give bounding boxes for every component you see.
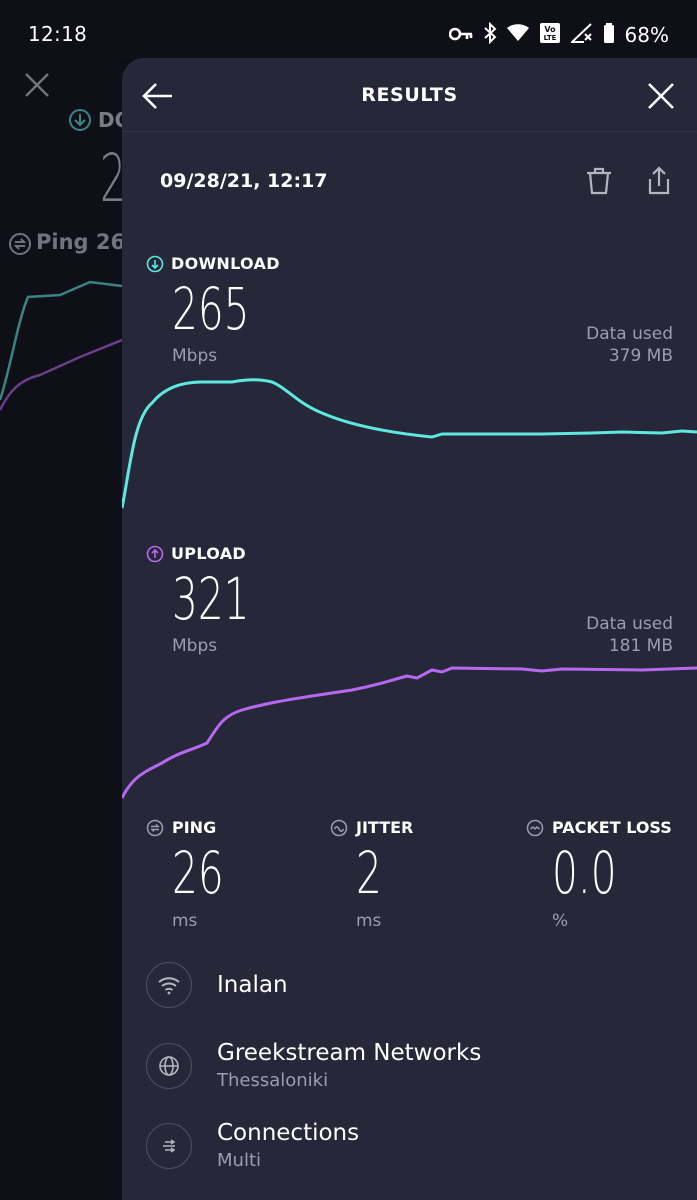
connections-icon — [163, 1138, 176, 1153]
trash-icon — [587, 167, 611, 195]
volte-icon: Vo LTE — [539, 22, 561, 48]
results-header: RESULTS — [122, 58, 697, 132]
upload-value: 321 — [172, 565, 250, 633]
upload-data-used-value: 181 MB — [608, 636, 673, 656]
upload-graph-line — [122, 666, 697, 799]
signal-off-icon — [569, 23, 593, 47]
ping-icon — [146, 819, 164, 836]
download-data-used: Data used 379 MB — [586, 323, 673, 367]
ping-label: PING — [146, 818, 216, 837]
wifi-network-name: Inalan — [217, 972, 288, 998]
close-button[interactable] — [643, 78, 679, 114]
globe-icon — [159, 1055, 179, 1076]
upload-graph — [122, 666, 697, 799]
download-label-text: DOWNLOAD — [171, 254, 280, 273]
download-unit: Mbps — [172, 346, 218, 366]
jitter-value: 2 — [356, 839, 382, 907]
packet-loss-value: 0.0 — [552, 839, 617, 907]
connections-row: Connections Multi — [146, 1120, 359, 1171]
server-location: Thessaloniki — [217, 1070, 329, 1091]
download-arrow-icon — [68, 108, 92, 136]
globe-circle — [146, 1042, 192, 1089]
download-label: DOWNLOAD — [146, 254, 280, 273]
bg-download-value: 2 — [100, 140, 122, 217]
arrow-left-icon — [142, 83, 172, 109]
bg-download-label: DO — [98, 108, 122, 132]
bluetooth-icon — [483, 21, 497, 48]
svg-text:Vo: Vo — [544, 25, 556, 34]
vpn-key-icon — [448, 26, 473, 45]
connections-label: Connections — [217, 1120, 360, 1146]
upload-label-text: UPLOAD — [171, 544, 246, 563]
jitter-icon — [330, 819, 348, 836]
upload-label: UPLOAD — [146, 544, 246, 563]
server-name: Greekstream Networks — [217, 1040, 482, 1066]
ping-value: 26 — [172, 839, 224, 907]
back-button[interactable] — [140, 78, 180, 114]
share-button[interactable] — [644, 164, 674, 198]
wifi-icon — [506, 24, 529, 46]
connections-value: Multi — [217, 1150, 261, 1171]
jitter-unit: ms — [356, 911, 382, 931]
ping-icon — [8, 232, 32, 260]
download-graph-line — [122, 378, 697, 509]
result-date: 09/28/21, 12:17 — [160, 170, 328, 192]
status-bar: 12:18 Vo LTE 68% — [0, 0, 697, 60]
packet-loss-unit: % — [552, 911, 569, 931]
packet-loss-label-text: PACKET LOSS — [552, 818, 672, 837]
share-icon — [648, 166, 670, 195]
status-icons: Vo LTE 68% — [448, 21, 669, 48]
upload-unit: Mbps — [172, 636, 218, 656]
packet-loss-label: PACKET LOSS — [526, 818, 672, 837]
wifi-circle — [146, 962, 192, 1008]
svg-text:LTE: LTE — [543, 34, 556, 42]
connections-circle — [146, 1122, 192, 1169]
battery-icon — [603, 23, 615, 47]
upload-data-used: Data used 181 MB — [586, 613, 673, 657]
download-arrow-icon — [146, 255, 164, 272]
jitter-label-text: JITTER — [356, 818, 414, 837]
close-icon — [24, 72, 50, 102]
upload-arrow-icon — [146, 545, 164, 562]
download-data-used-value: 379 MB — [608, 346, 673, 366]
jitter-label: JITTER — [330, 818, 413, 837]
ping-label-text: PING — [172, 818, 217, 837]
close-icon — [648, 83, 674, 109]
status-time: 12:18 — [28, 22, 88, 46]
results-panel: RESULTS 09/28/21, 12:17 DOWNLOAD 265 Mbp… — [122, 58, 697, 1200]
bg-speed-graph — [0, 280, 122, 411]
page-title: RESULTS — [361, 84, 458, 106]
packet-loss-icon — [526, 819, 544, 836]
bg-ping-label: Ping 26 — [36, 230, 122, 254]
wifi-icon — [158, 977, 180, 995]
download-graph — [122, 378, 697, 509]
delete-button[interactable] — [584, 164, 614, 198]
ping-unit: ms — [172, 911, 198, 931]
upload-data-used-label: Data used — [586, 614, 673, 634]
background-screen: DO 2 Ping 26 — [0, 60, 122, 1200]
battery-percent: 68% — [624, 23, 669, 47]
server-row: Greekstream Networks Thessaloniki — [146, 1040, 481, 1091]
download-value: 265 — [172, 275, 250, 343]
wifi-network-row: Inalan — [146, 962, 288, 1008]
download-data-used-label: Data used — [586, 324, 673, 344]
